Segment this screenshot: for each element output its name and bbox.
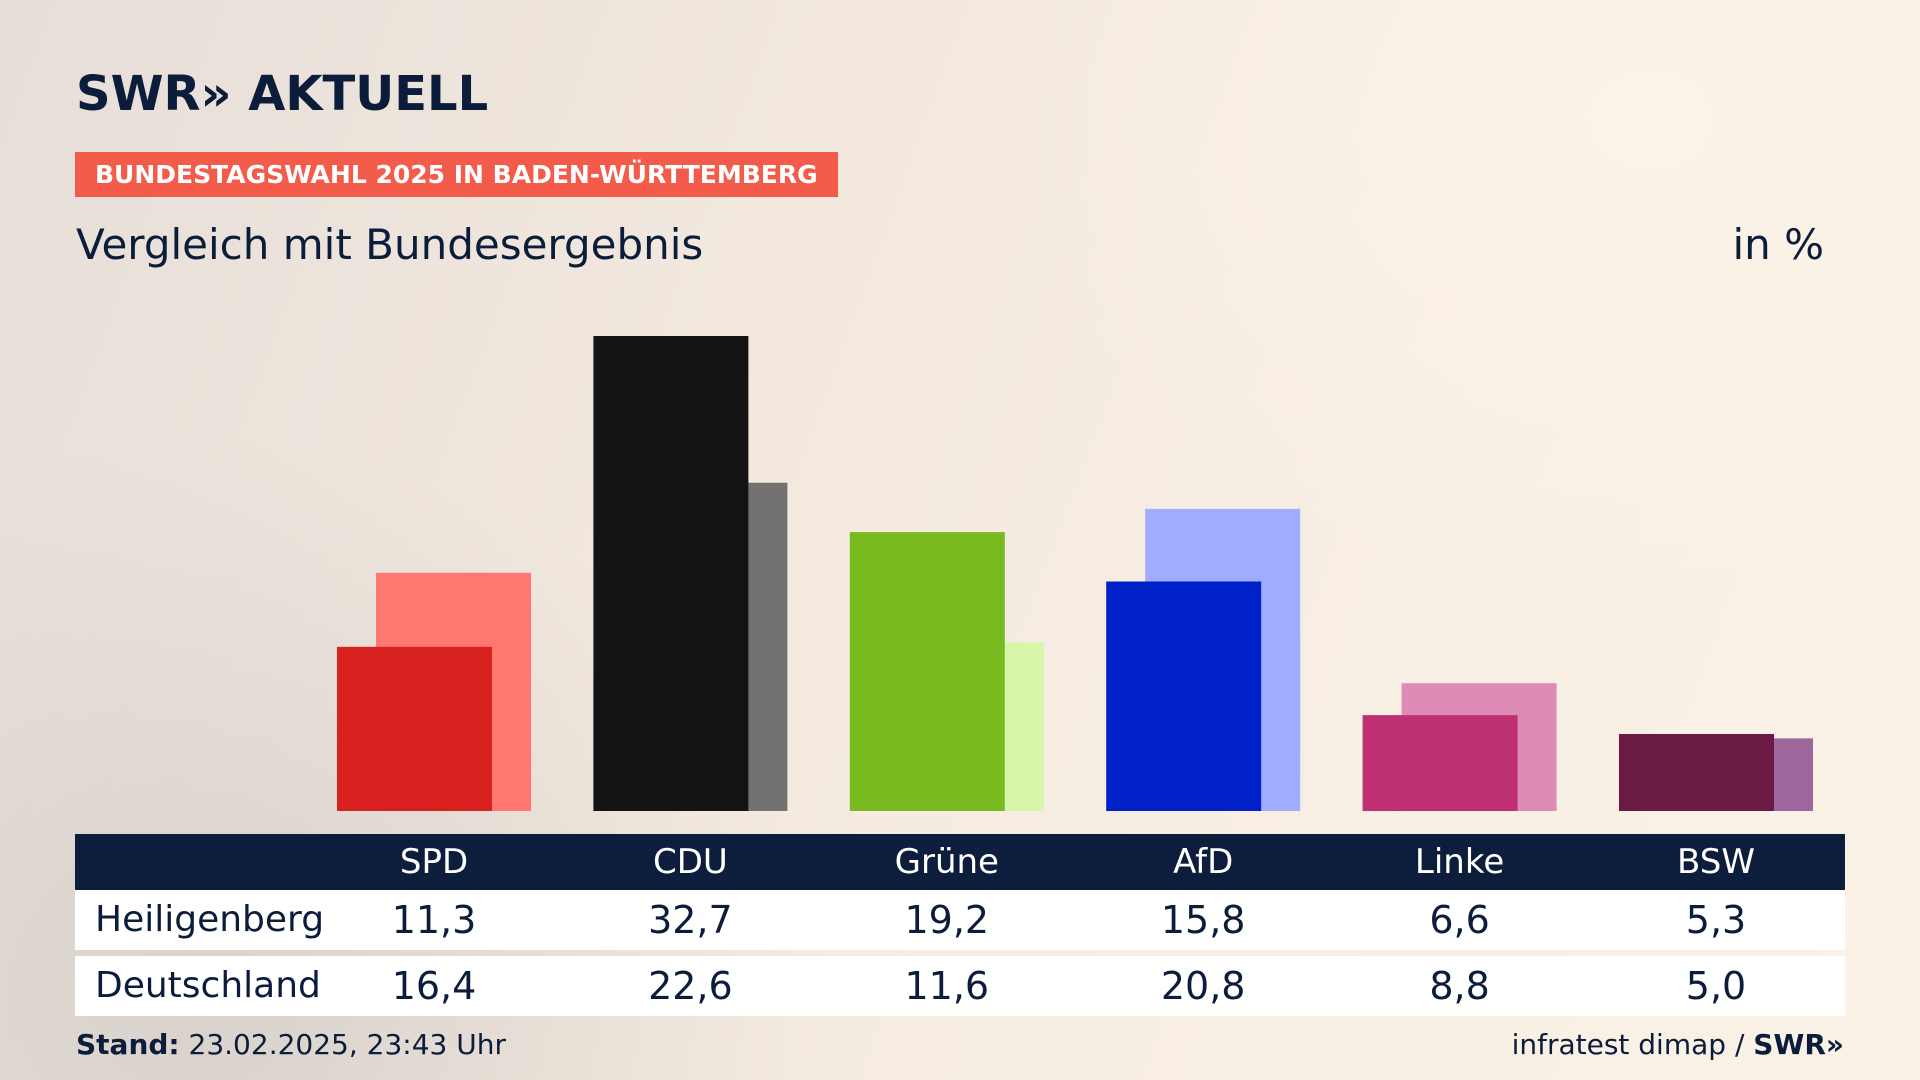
unit-label: in % bbox=[1732, 220, 1824, 269]
value-local-spd: 11,3 bbox=[391, 898, 477, 942]
value-national-spd: 16,4 bbox=[391, 964, 477, 1008]
timestamp-label: Stand: bbox=[76, 1028, 180, 1061]
value-national-afd: 20,8 bbox=[1160, 964, 1246, 1008]
bar-local-bsw bbox=[1619, 734, 1774, 811]
source-credit: infratest dimap / SWR» bbox=[1512, 1028, 1844, 1061]
results-table: SPD CDU Grüne AfD Linke BSW Heiligenberg 11,3… bbox=[75, 834, 1845, 1016]
source-text: infratest dimap / bbox=[1511, 1028, 1745, 1061]
bar-local-spd bbox=[337, 646, 492, 811]
value-national-bsw: 5,0 bbox=[1685, 964, 1747, 1008]
column-header-grne: Grüne bbox=[894, 842, 999, 882]
value-local-afd: 15,8 bbox=[1160, 898, 1246, 942]
table-row-national: Deutschland 16,4 22,6 11,6 20,8 8,8 5,0 bbox=[75, 956, 1845, 1016]
bar-local-afd bbox=[1106, 581, 1262, 811]
value-local-grne: 19,2 bbox=[904, 898, 990, 942]
value-national-grne: 11,6 bbox=[904, 964, 990, 1008]
column-header-spd: SPD bbox=[399, 842, 469, 882]
value-local-linke: 6,6 bbox=[1429, 898, 1490, 942]
row-label-national: Deutschland bbox=[95, 965, 321, 1006]
value-national-linke: 8,8 bbox=[1429, 964, 1490, 1008]
timestamp-value: 23.02.2025, 23:43 Uhr bbox=[188, 1028, 506, 1061]
column-header-afd: AfD bbox=[1173, 842, 1234, 882]
value-national-cdu: 22,6 bbox=[648, 964, 733, 1008]
swr-footer-logo: SWR» bbox=[1753, 1028, 1844, 1061]
swr-aktuell-logo: SWR» AKTUELL bbox=[76, 66, 489, 122]
row-label-local: Heiligenberg bbox=[95, 899, 325, 940]
bar-local-grne bbox=[849, 532, 1005, 811]
value-local-cdu: 32,7 bbox=[648, 898, 733, 942]
value-local-bsw: 5,3 bbox=[1685, 898, 1747, 942]
topic-badge: BUNDESTAGSWAHL 2025 IN BADEN-WÜRTTEMBERG bbox=[75, 152, 838, 197]
table-header: SPD CDU Grüne AfD Linke BSW bbox=[75, 834, 1845, 890]
column-header-linke: Linke bbox=[1414, 842, 1505, 882]
chart-subtitle: Vergleich mit Bundesergebnis bbox=[76, 220, 704, 269]
column-header-bsw: BSW bbox=[1677, 842, 1755, 882]
timestamp: Stand: 23.02.2025, 23:43 Uhr bbox=[76, 1028, 506, 1061]
bar-local-cdu bbox=[593, 336, 749, 811]
column-header-cdu: CDU bbox=[652, 842, 728, 882]
bar-local-linke bbox=[1362, 715, 1518, 811]
table-row-local: Heiligenberg 11,3 32,7 19,2 15,8 6,6 5,3 bbox=[75, 890, 1845, 950]
